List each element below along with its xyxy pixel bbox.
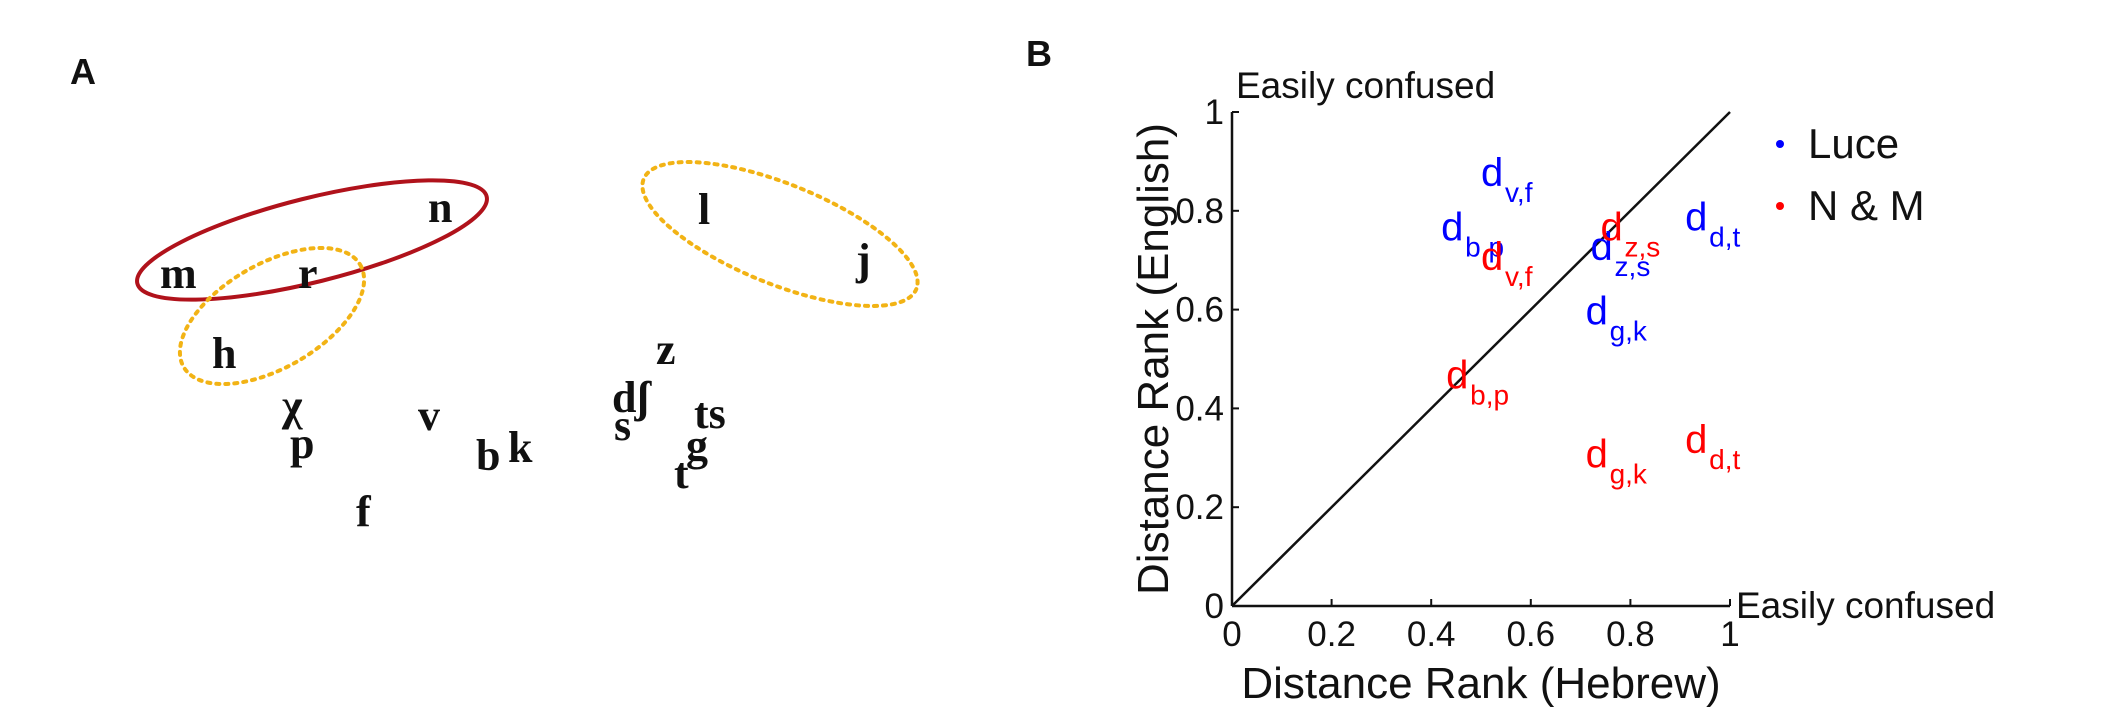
corner-label-right: Easily confused [1736, 585, 1995, 626]
point-label: d [1586, 433, 1608, 477]
point-label: d [1685, 196, 1707, 240]
point-luce-bp: d b,p [1441, 205, 1504, 262]
panel-a: A m r n h l j z χ p v b k dʃ s ts g t f [70, 51, 920, 536]
phoneme-b: b [476, 431, 500, 480]
point-subscript: b,p [1470, 380, 1509, 411]
point-luce-gk: d g,k [1586, 289, 1648, 346]
point-label: d [1586, 289, 1608, 333]
point-luce-vf: d v,f [1481, 151, 1533, 208]
point-subscript: v,f [1505, 261, 1533, 292]
point-n-m-zs: d z,s [1601, 205, 1661, 262]
point-n-m-dt: d d,t [1685, 418, 1740, 475]
x-axis-title: Distance Rank (Hebrew) [1241, 659, 1720, 708]
legend-label-luce: Luce [1808, 120, 1899, 167]
legend: Luce N & M [1776, 120, 1925, 229]
point-n-m-gk: d g,k [1586, 433, 1648, 490]
point-subscript: z,s [1625, 231, 1661, 262]
phoneme-j: j [855, 235, 871, 284]
x-tick-label: 0.8 [1606, 615, 1655, 654]
point-subscript: d,t [1709, 222, 1740, 253]
point-label: d [1441, 205, 1463, 249]
legend-marker-luce [1776, 140, 1784, 148]
point-luce-zs: d z,s [1591, 225, 1651, 282]
x-tick-label: 0.2 [1307, 615, 1356, 654]
identity-line [1231, 111, 1731, 607]
phoneme-ts: ts [694, 389, 726, 438]
y-tick-label: 1 [1205, 93, 1224, 132]
point-luce-dt: d d,t [1685, 196, 1740, 253]
y-axis-title: Distance Rank (English) [1129, 123, 1178, 595]
phoneme-h: h [212, 329, 236, 378]
phoneme-dsh: dʃ [612, 373, 652, 422]
data-points: d v,fd b,p d z,sd d,td g,kd v,fd z,sd b,pd g,kd d,t [1441, 151, 1740, 490]
x-ticks: 0 0.2 0.4 0.6 0.8 1 [1222, 599, 1740, 654]
x-tick-label: 0 [1222, 615, 1241, 654]
y-tick-label: 0.2 [1175, 488, 1224, 527]
x-tick-label: 0.6 [1506, 615, 1555, 654]
phoneme-p: p [290, 419, 314, 468]
legend-label-nm: N & M [1808, 182, 1925, 229]
point-label: d [1481, 151, 1503, 195]
phoneme-r: r [298, 249, 318, 298]
point-label: d [1601, 205, 1623, 249]
phoneme-z: z [656, 325, 676, 374]
y-tick-label: 0.6 [1175, 291, 1224, 330]
phoneme-k: k [508, 423, 533, 472]
point-subscript: v,f [1505, 177, 1533, 208]
cluster-ellipse-l-j [640, 160, 920, 308]
point-label: d [1591, 225, 1613, 269]
y-tick-label: 0.8 [1175, 192, 1224, 231]
point-subscript: b,p [1465, 231, 1504, 262]
point-subscript: d,t [1709, 444, 1740, 475]
y-tick-label: 0 [1205, 587, 1224, 626]
legend-marker-nm [1776, 202, 1784, 210]
point-n-m-bp: d b,p [1446, 354, 1509, 411]
x-tick-label: 0.4 [1407, 615, 1456, 654]
panel-a-label: A [70, 51, 96, 92]
point-label: d [1446, 354, 1468, 398]
phoneme-m: m [160, 249, 197, 298]
phoneme-t: t [674, 449, 689, 498]
scatter-chart: 0 0.2 0.4 0.6 0.8 1 00.20.40.60.81 d v,fd b,p d z… [1129, 65, 1995, 708]
phoneme-l: l [698, 185, 710, 234]
phoneme-g: g [686, 421, 708, 470]
point-subscript: g,k [1610, 315, 1648, 346]
phoneme-f: f [356, 487, 372, 536]
point-label: d [1481, 235, 1503, 279]
panel-b-label: B [1026, 33, 1052, 74]
phoneme-n: n [428, 183, 452, 232]
corner-label-top: Easily confused [1236, 65, 1495, 106]
cluster-ellipse-r-h [177, 245, 367, 387]
point-subscript: g,k [1610, 459, 1648, 490]
phoneme-chi: χ [281, 381, 303, 430]
point-subscript: z,s [1615, 251, 1651, 282]
panel-b: B 0 0.2 0.4 0.6 0.8 1 00.20.40.60.81 d v,fd b,p… [1026, 33, 1995, 708]
y-ticks: 0 0.2 0.4 0.6 0.8 1 [1175, 93, 1239, 626]
y-tick-label: 0.4 [1175, 389, 1224, 428]
point-label: d [1685, 418, 1707, 462]
phoneme-s: s [614, 401, 631, 450]
x-tick-label: 1 [1720, 615, 1739, 654]
point-n-m-vf: d v,f [1481, 235, 1533, 292]
phoneme-v: v [418, 391, 440, 440]
cluster-ellipse-m-r-n [135, 178, 489, 302]
